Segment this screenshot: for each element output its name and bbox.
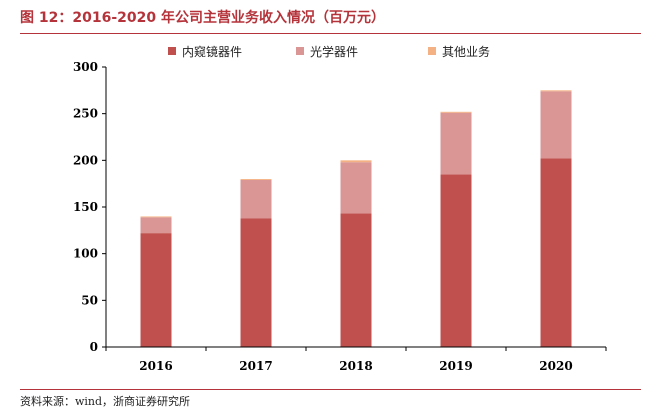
x-tick-label: 2020 [539,359,572,373]
legend-swatch-1 [168,47,176,55]
legend-label-1: 内窥镜器件 [182,44,242,59]
bar-2017-series-3 [240,179,272,180]
axes: 0 50 100 150 200 250 300 2016 2017 2018 2019 2020 [73,60,607,373]
bar-2020-series-3 [540,90,572,92]
y-tick-label: 250 [73,107,98,121]
x-tick-label: 2018 [339,359,372,373]
y-tick-label: 100 [73,247,98,261]
source-note: 资料来源：wind，浙商证券研究所 [20,395,191,408]
x-tick-label: 2019 [439,359,472,373]
legend-label-3: 其他业务 [442,44,490,59]
legend-swatch-3 [428,47,436,55]
bar-2017-series-1 [240,218,272,347]
bar-2016-series-2 [140,217,172,234]
bar-2020-series-1 [540,158,572,347]
bar-2017-series-2 [240,179,272,219]
y-tick-label: 0 [90,340,98,354]
bar-2019-series-1 [440,174,472,347]
x-tick-label: 2016 [139,359,172,373]
bar-2018-series-2 [340,162,372,214]
bar-2019-series-3 [440,111,472,113]
source-rule [20,389,641,390]
bar-2018-series-1 [340,213,372,347]
bar-2016-series-1 [140,233,172,347]
y-tick-label: 50 [81,293,98,307]
bar-2018-series-3 [340,160,372,163]
y-tick-label: 150 [73,200,98,214]
bars [140,90,572,347]
y-tick-label: 200 [73,153,98,167]
bar-2016-series-3 [140,216,172,218]
bar-2019-series-2 [440,112,472,175]
bar-2020-series-2 [540,91,572,159]
legend-swatch-2 [296,47,304,55]
chart-title: 图 12：2016-2020 年公司主营业务收入情况（百万元） [20,10,385,26]
legend-label-2: 光学器件 [310,44,358,59]
legend: 内窥镜器件 光学器件 其他业务 [168,44,490,59]
y-tick-label: 300 [73,60,98,74]
title-rule [20,33,641,34]
x-tick-label: 2017 [239,359,272,373]
